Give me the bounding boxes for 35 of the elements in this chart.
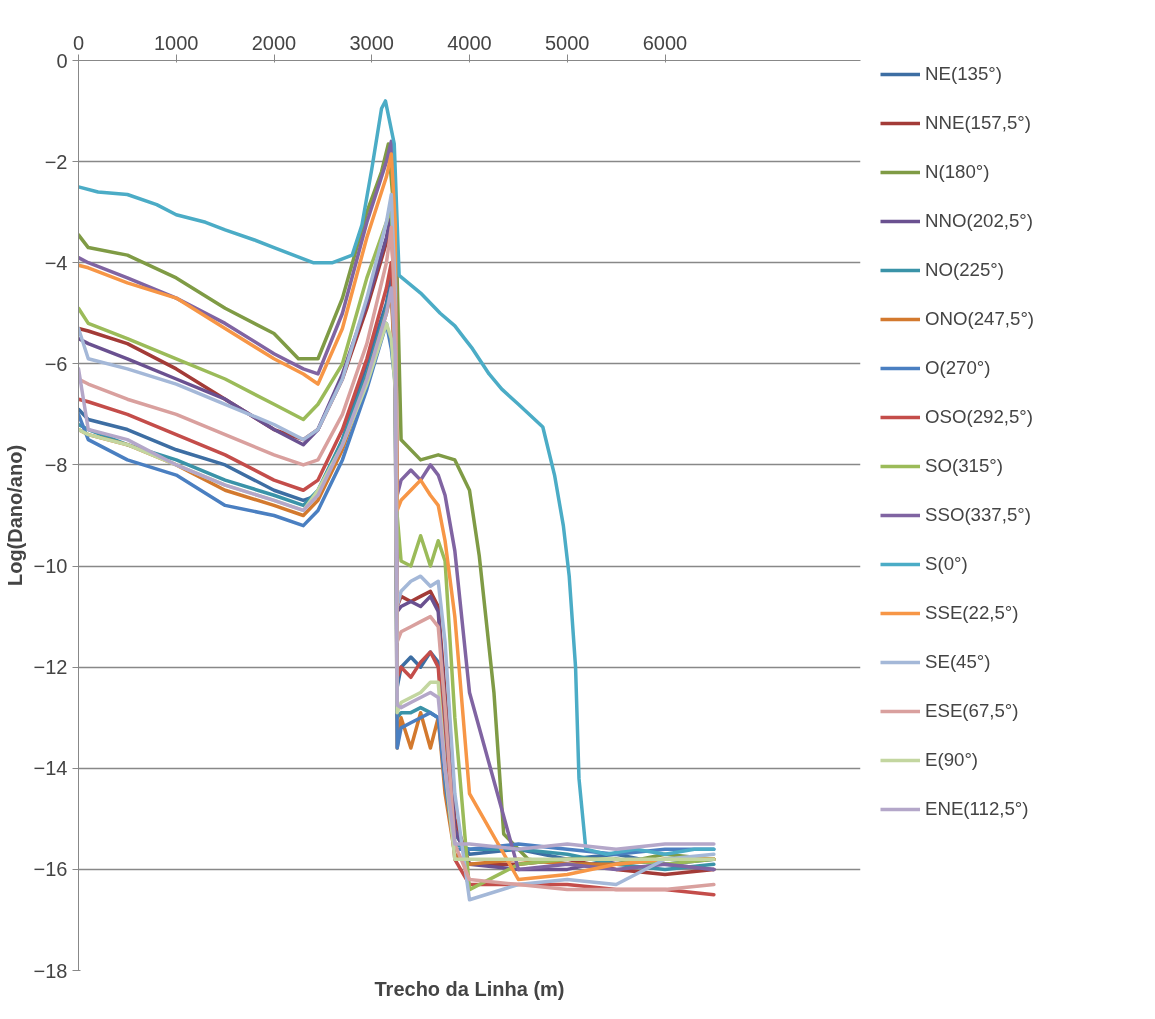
y-tick-label: −4 (44, 251, 68, 274)
legend-label: SE(45°) (925, 651, 991, 673)
legend-label: S(0°) (925, 553, 968, 575)
legend-label: ENE(112,5°) (925, 798, 1029, 820)
y-tick-label: −12 (33, 656, 68, 679)
legend-label: SO(315°) (925, 455, 1003, 477)
legend-label: N(180°) (925, 161, 990, 183)
y-tick-label: −2 (44, 150, 68, 173)
x-tick-label: 0 (72, 31, 85, 54)
x-tick-label: 3000 (349, 31, 394, 54)
x-tick-label: 5000 (545, 31, 590, 54)
y-tick-label: 0 (56, 49, 68, 72)
legend-label: E(90°) (925, 749, 979, 771)
y-tick-label: −18 (33, 959, 68, 982)
legend-label: NO(225°) (925, 259, 1004, 281)
legend-label: SSE(22,5°) (925, 602, 1019, 624)
x-axis-title: Trecho da Linha (m) (374, 977, 565, 1000)
legend-label: NE(135°) (925, 63, 1002, 85)
legend-label: O(270°) (925, 357, 991, 379)
y-tick-label: −10 (33, 555, 68, 578)
legend-label: OSO(292,5°) (925, 406, 1034, 428)
legend-label: ESE(67,5°) (925, 700, 1019, 722)
legend-label: NNO(202,5°) (925, 210, 1034, 232)
y-tick-label: −16 (33, 858, 68, 881)
legend-label: ONO(247,5°) (925, 308, 1035, 330)
legend-label: SSO(337,5°) (925, 504, 1031, 526)
x-tick-label: 2000 (251, 31, 297, 54)
y-tick-label: −6 (44, 352, 68, 375)
legend-label: NNE(157,5°) (925, 112, 1031, 134)
x-tick-label: 6000 (642, 31, 688, 54)
y-tick-label: −14 (33, 757, 68, 780)
x-tick-label: 1000 (154, 31, 199, 54)
x-tick-label: 4000 (447, 31, 492, 54)
y-axis-title: Log(Dano/ano) (3, 444, 26, 587)
y-tick-label: −8 (44, 453, 68, 476)
